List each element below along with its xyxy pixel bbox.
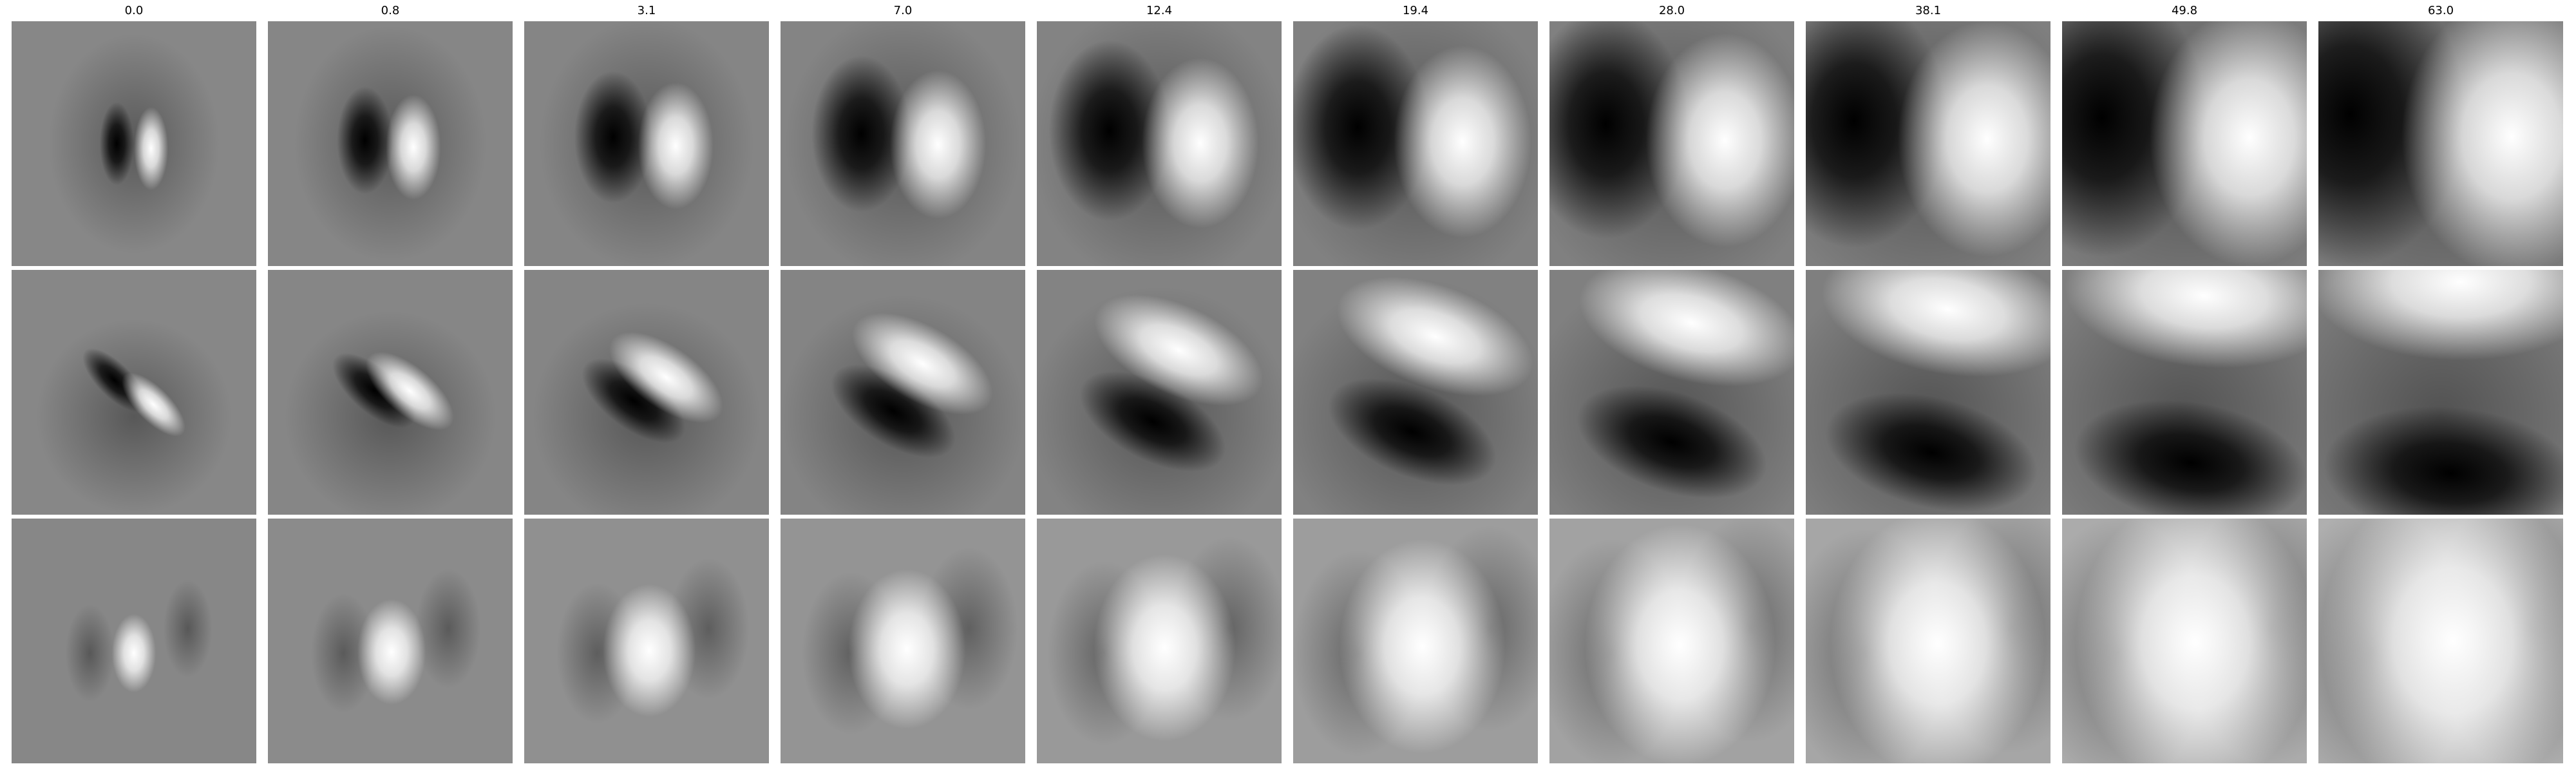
blob [831,364,956,458]
image-panel [1037,519,1282,763]
image-panel [1549,519,1794,763]
blob [386,95,441,200]
blob [1577,385,1767,499]
blob [1584,524,1776,763]
column-title: 19.4 [1403,4,1428,17]
blob [65,604,115,702]
image-panel [1037,21,1282,266]
blob [2401,21,2563,266]
blob [889,70,987,219]
blob [2074,399,2307,515]
blob [1328,378,1497,486]
blob [1645,33,1794,247]
column-title: 28.0 [1659,4,1685,17]
blob [111,614,156,692]
image-panel [12,270,256,515]
blob [1048,40,1170,222]
image-panel [12,519,256,763]
column-title: 63.0 [2428,4,2454,17]
image-panel [2062,21,2307,266]
blob [121,372,185,437]
image-panel [2318,519,2563,763]
blob [1830,519,2045,763]
image-panel [781,21,1025,266]
blob [1394,46,1531,238]
blob [99,102,134,186]
blob [134,107,169,191]
image-panel [524,519,769,763]
blob [852,312,993,415]
blob [574,71,652,204]
image-panel [1549,21,1794,266]
column-title: 3.1 [638,4,656,17]
image-panel [524,270,769,515]
image-panel [2318,270,2563,515]
column-title: 38.1 [1915,4,1941,17]
image-panel [1806,270,2050,515]
blob [2150,21,2307,266]
blob [811,55,911,213]
image-panel [1549,270,1794,515]
column-title: 7.0 [894,4,913,17]
blob [2318,270,2563,361]
image-panel [268,21,513,266]
blob [1339,539,1506,754]
column-title: 49.8 [2172,4,2197,17]
blob [366,352,454,430]
blob [163,580,213,678]
blob [638,82,714,209]
blob [1293,24,1430,231]
blob [582,358,686,443]
blob [848,569,966,729]
column-title: 0.0 [125,4,144,17]
blob [1897,21,2050,257]
blob [2324,406,2563,515]
image-panel [1806,21,2050,266]
image-panel [2062,519,2307,763]
blob [415,569,481,689]
image-panel [1806,519,2050,763]
image-panel [2318,21,2563,266]
blob [1822,270,2050,377]
blob [609,332,723,423]
column-title: 0.8 [381,4,400,17]
blob [1579,270,1794,386]
blob [2065,270,2307,368]
image-panel [2062,270,2307,515]
blob [603,584,696,717]
blob [1094,554,1236,741]
blob [1094,294,1264,406]
blob [1141,58,1259,229]
image-panel [1293,21,1538,266]
blob [2320,519,2563,763]
blob [337,86,393,195]
blob [310,593,377,713]
image-panel [1037,270,1282,515]
blob [357,598,426,705]
blob [1825,392,2038,512]
image-panel [268,519,513,763]
image-panel [781,519,1025,763]
blob [1079,371,1226,472]
blob [48,33,220,254]
image-panel [524,21,769,266]
image-panel [1293,270,1538,515]
blob [1336,277,1533,396]
image-panel [781,270,1025,515]
blob [36,319,232,515]
column-title: 12.4 [1146,4,1172,17]
image-panel [1293,519,1538,763]
image-panel [268,270,513,515]
image-panel [12,21,256,266]
blob [2075,519,2307,763]
